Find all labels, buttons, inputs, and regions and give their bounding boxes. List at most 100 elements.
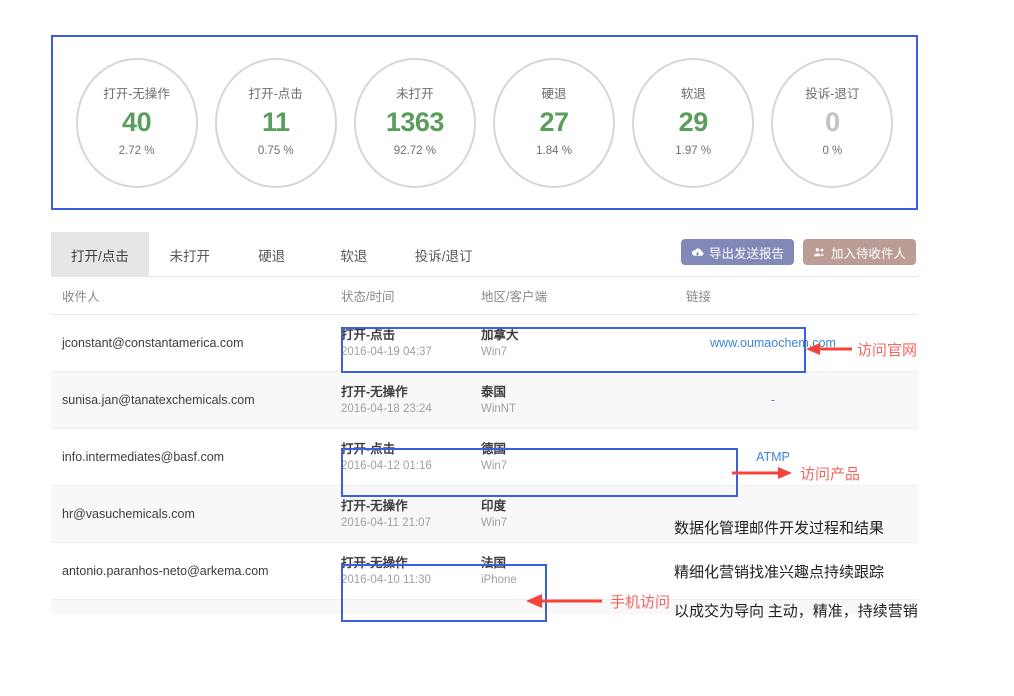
stat-percent: 1.97 %: [675, 144, 712, 157]
stat-percent: 92.72 %: [393, 144, 436, 157]
client-text: Win7: [481, 345, 508, 358]
cell-status: 打开-无操作 2016-04-18 23:24: [341, 383, 481, 418]
status-time: 2016-04-19 04:37: [341, 345, 432, 358]
cell-status: 打开-无操作 2016-04-11 21:07: [341, 497, 481, 532]
table-row[interactable]: sunisa.jan@tanatexchemicals.com 打开-无操作 2…: [51, 372, 918, 429]
cell-recipient: sunisa.jan@tanatexchemicals.com: [62, 393, 255, 407]
group-users-icon: [813, 246, 826, 259]
stat-percent: 2.72 %: [118, 144, 155, 157]
cell-recipient: hr@vasuchemicals.com: [62, 507, 195, 521]
report-card: 打开/点击 未打开 硬退 软退 投诉/退订 导出发送报告 加入待收件人: [51, 232, 918, 642]
stat-label: 硬退: [541, 87, 567, 102]
stat-value: 0: [825, 106, 840, 137]
status-time: 2016-04-11 21:07: [341, 516, 431, 529]
region-text: 加拿大: [481, 327, 519, 342]
column-header-recipient: 收件人: [62, 290, 100, 304]
status-text: 打开-无操作: [341, 498, 408, 513]
column-header-region: 地区/客户端: [481, 290, 547, 304]
tab-label: 未打开: [169, 248, 211, 264]
stat-card-soft-bounce[interactable]: 软退 29 1.97 %: [632, 57, 755, 188]
toolbar-actions: 导出发送报告 加入待收件人: [680, 239, 916, 265]
column-header-link: 链接: [686, 290, 712, 304]
client-text: Win7: [481, 516, 508, 529]
table-row[interactable]: hr@vasuchemicals.com 打开-无操作 2016-04-11 2…: [51, 486, 918, 543]
table-row[interactable]: antonio.paranhos-neto@arkema.com 打开-无操作 …: [51, 543, 918, 600]
stat-card-hard-bounce[interactable]: 硬退 27 1.84 %: [493, 57, 616, 188]
cell-region: 加拿大 Win7: [481, 326, 686, 361]
cell-status: 打开-点击 2016-04-12 01:16: [341, 440, 481, 475]
table-row[interactable]: info.intermediates@basf.com 打开-点击 2016-0…: [51, 429, 918, 486]
cell-link: ATMP: [686, 450, 918, 464]
status-text: 打开-无操作: [341, 555, 408, 570]
cell-link: www.oumaochem.com: [686, 336, 918, 350]
tab-label: 软退: [340, 248, 368, 264]
region-text: 印度: [481, 498, 507, 513]
stat-label: 打开-点击: [248, 87, 303, 102]
cell-region: 德国 Win7: [481, 440, 686, 475]
export-report-button[interactable]: 导出发送报告: [680, 239, 794, 265]
stat-value: 27: [539, 106, 570, 137]
status-text: 打开-点击: [341, 441, 396, 456]
link-placeholder: -: [770, 393, 776, 407]
stat-card-unopened[interactable]: 未打开 1363 92.72 %: [353, 57, 476, 188]
stat-value: 29: [678, 106, 709, 137]
cloud-download-icon: [691, 246, 704, 259]
tab-complaint-unsub[interactable]: 投诉/退订: [395, 232, 493, 277]
column-header-status: 状态/时间: [341, 290, 395, 304]
cell-recipient: jconstant@constantamerica.com: [62, 336, 244, 350]
stat-percent: 0.75 %: [257, 144, 294, 157]
stat-label: 打开-无操作: [103, 87, 170, 102]
cell-link: -: [686, 564, 918, 578]
stat-label: 未打开: [396, 87, 434, 102]
status-time: 2016-04-18 23:24: [341, 402, 432, 415]
cell-link: -: [686, 393, 918, 407]
stat-percent: 0 %: [822, 144, 843, 157]
tab-bar: 打开/点击 未打开 硬退 软退 投诉/退订 导出发送报告 加入待收件人: [51, 232, 918, 277]
tab-label: 硬退: [258, 248, 286, 264]
tab-list: 打开/点击 未打开 硬退 软退 投诉/退订: [51, 232, 918, 277]
cell-recipient: antonio.paranhos-neto@arkema.com: [62, 564, 269, 578]
status-text: 打开-点击: [341, 327, 396, 342]
stat-value: 11: [261, 106, 290, 137]
tab-label: 打开/点击: [71, 248, 129, 264]
stat-card-open-click[interactable]: 打开-点击 11 0.75 %: [214, 57, 337, 188]
stat-card-open-no-action[interactable]: 打开-无操作 40 2.72 %: [75, 57, 198, 188]
table-row-partial[interactable]: [51, 600, 918, 614]
link-placeholder: -: [770, 564, 776, 578]
tab-unopened[interactable]: 未打开: [149, 232, 231, 277]
add-to-recipients-label: 加入待收件人: [830, 246, 906, 261]
region-text: 泰国: [481, 384, 507, 399]
tab-hard-bounce[interactable]: 硬退: [231, 232, 313, 277]
stat-percent: 1.84 %: [536, 144, 572, 157]
stats-row: 打开-无操作 40 2.72 % 打开-点击 11 0.75 % 未打开 136…: [53, 37, 916, 208]
stat-value: 1363: [385, 106, 445, 137]
region-text: 德国: [481, 441, 507, 456]
cell-region: 法国 iPhone: [481, 554, 686, 589]
cell-recipient: info.intermediates@basf.com: [62, 450, 225, 464]
table-row[interactable]: jconstant@constantamerica.com 打开-点击 2016…: [51, 315, 918, 372]
status-text: 打开-无操作: [341, 384, 408, 399]
client-text: Win7: [481, 459, 508, 472]
tab-soft-bounce[interactable]: 软退: [313, 232, 395, 277]
cell-status: 打开-点击 2016-04-19 04:37: [341, 326, 481, 361]
status-time: 2016-04-10 11:30: [341, 573, 431, 586]
link-url[interactable]: ATMP: [756, 450, 790, 464]
region-text: 法国: [481, 555, 507, 570]
stat-card-complaint-unsub[interactable]: 投诉-退订 0 0 %: [771, 57, 894, 188]
stat-value: 40: [122, 106, 152, 137]
client-text: WinNT: [481, 402, 517, 415]
client-text: iPhone: [481, 573, 517, 586]
cell-status: 打开-无操作 2016-04-10 11:30: [341, 554, 481, 589]
link-url[interactable]: www.oumaochem.com: [710, 336, 836, 350]
stat-label: 投诉-退订: [805, 87, 860, 102]
stat-label: 软退: [680, 87, 706, 102]
status-time: 2016-04-12 01:16: [341, 459, 432, 472]
add-to-recipients-button[interactable]: 加入待收件人: [802, 239, 916, 265]
tab-open-click[interactable]: 打开/点击: [51, 232, 149, 277]
cell-region: 泰国 WinNT: [481, 383, 686, 418]
cell-region: 印度 Win7: [481, 497, 686, 532]
tab-label: 投诉/退订: [414, 248, 473, 264]
export-report-label: 导出发送报告: [708, 246, 784, 261]
stats-panel: 打开-无操作 40 2.72 % 打开-点击 11 0.75 % 未打开 136…: [51, 35, 918, 210]
